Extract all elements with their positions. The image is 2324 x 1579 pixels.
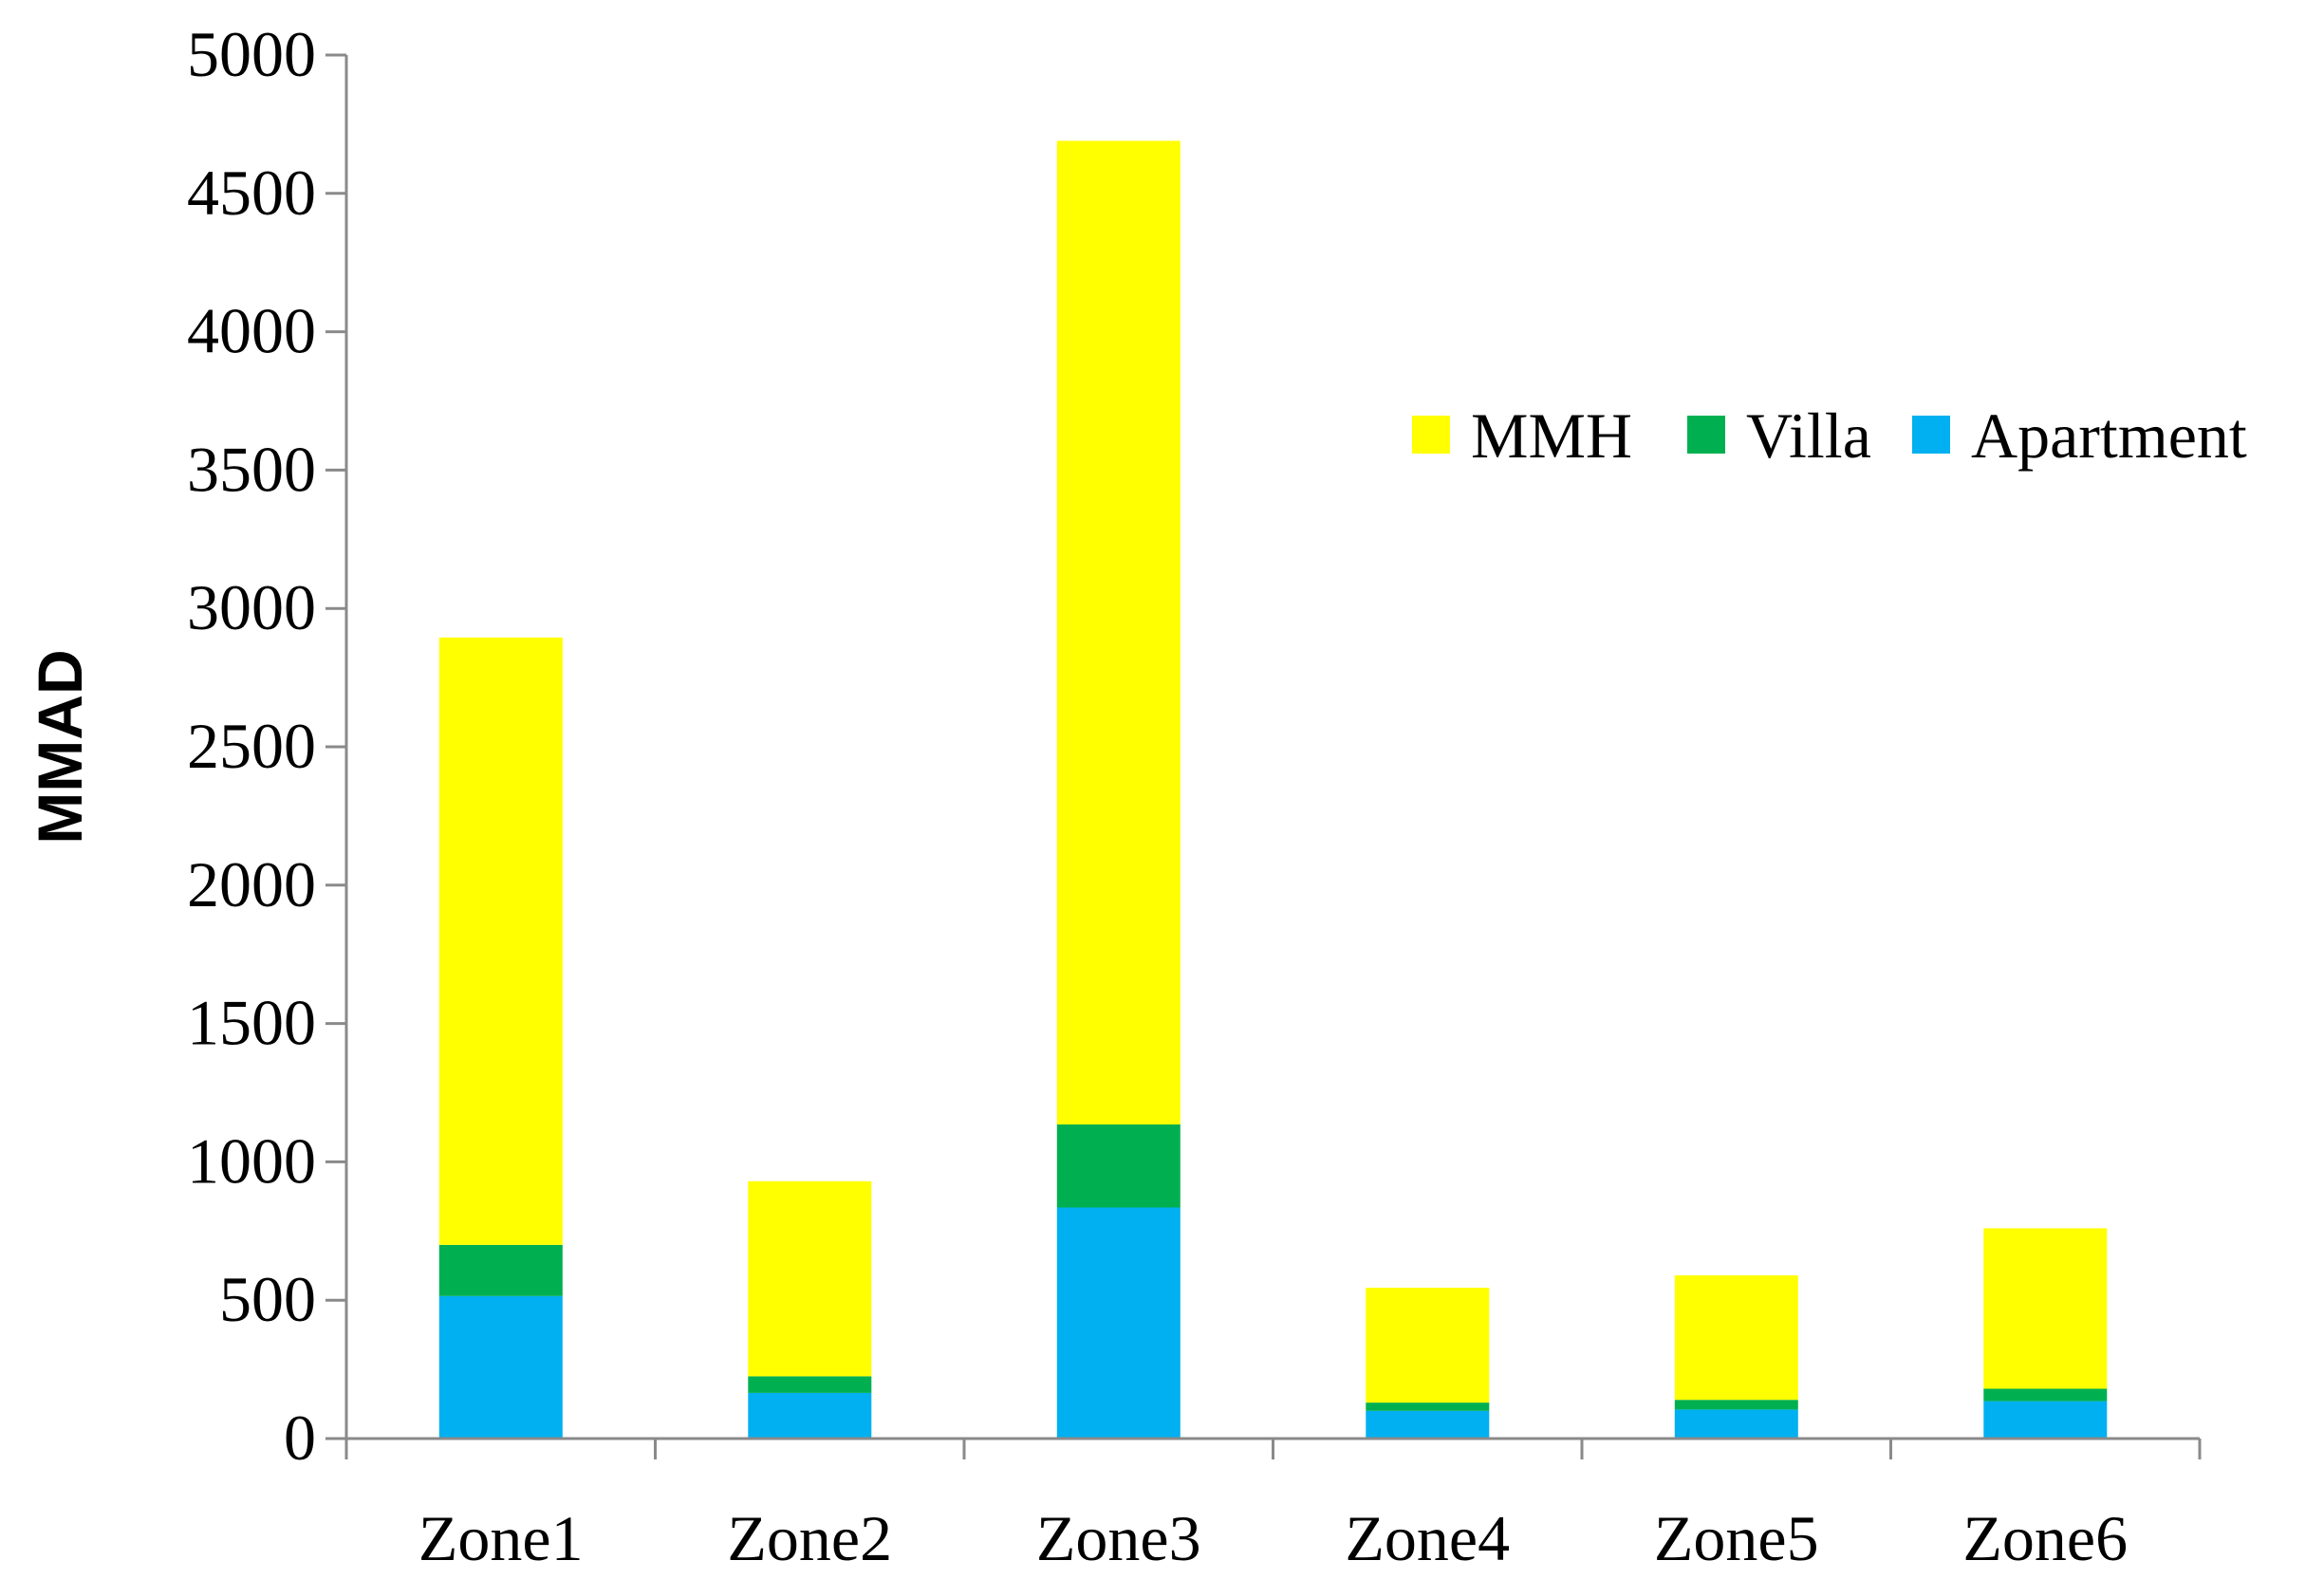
legend-swatch-villa [1687,416,1725,454]
bar-apartment-zone6 [1983,1401,2108,1439]
y-tick-label: 4000 [187,295,316,367]
bar-villa-zone4 [1366,1403,1490,1411]
bar-villa-zone5 [1674,1400,1798,1410]
legend-swatch-apartment [1912,416,1950,454]
y-tick-label: 2000 [187,848,316,920]
bar-villa-zone6 [1983,1388,2108,1402]
x-tick-label: Zone1 [418,1502,584,1574]
y-tick-label: 4500 [187,157,316,229]
y-axis-title: MMAD [25,649,95,844]
x-tick-label: Zone6 [1962,1502,2128,1574]
bar-villa-zone2 [748,1376,872,1393]
bar-apartment-zone3 [1056,1207,1181,1439]
y-tick-label: 3500 [187,433,316,505]
bar-villa-zone3 [1056,1124,1181,1208]
y-tick-label: 1500 [187,987,316,1059]
x-tick-label: Zone3 [1036,1502,1201,1574]
x-tick-label: Zone2 [727,1502,892,1574]
legend-label-mmh: MMH [1471,399,1632,472]
y-tick-label: 1000 [187,1124,316,1197]
legend: MMH Villa Apartment [1412,399,2247,472]
y-tick-label: 5000 [187,18,316,90]
bar-apartment-zone2 [748,1392,872,1439]
bar-mmh-zone2 [748,1180,872,1377]
bar-villa-zone1 [438,1244,563,1296]
bar-apartment-zone1 [438,1295,563,1439]
bar-mmh-zone6 [1983,1228,2108,1389]
y-tick-label: 500 [219,1263,316,1335]
axes-layer [344,55,2200,1440]
bar-mmh-zone1 [438,637,563,1245]
x-ticks: Zone1 Zone2 Zone3 Zone4 Zone5 Zone6 [344,1439,2202,1574]
x-tick-label: Zone4 [1345,1502,1510,1574]
x-tick-label: Zone5 [1654,1502,1819,1574]
y-tick-label: 2500 [187,710,316,782]
bar-apartment-zone5 [1674,1409,1798,1439]
legend-swatch-mmh [1412,416,1450,454]
legend-label-villa: Villa [1746,399,1871,472]
legend-label-apartment: Apartment [1971,399,2247,472]
y-tick-label: 3000 [187,571,316,643]
bar-mmh-zone4 [1366,1288,1490,1403]
bar-mmh-zone3 [1056,140,1181,1124]
bar-mmh-zone5 [1674,1275,1798,1401]
y-ticks: 0 500 1000 1500 2000 2500 3000 3500 4000 4500 5000 [187,18,346,1474]
bar-apartment-zone4 [1366,1410,1490,1439]
y-tick-label: 0 [284,1402,316,1474]
bars-layer [438,140,2108,1439]
